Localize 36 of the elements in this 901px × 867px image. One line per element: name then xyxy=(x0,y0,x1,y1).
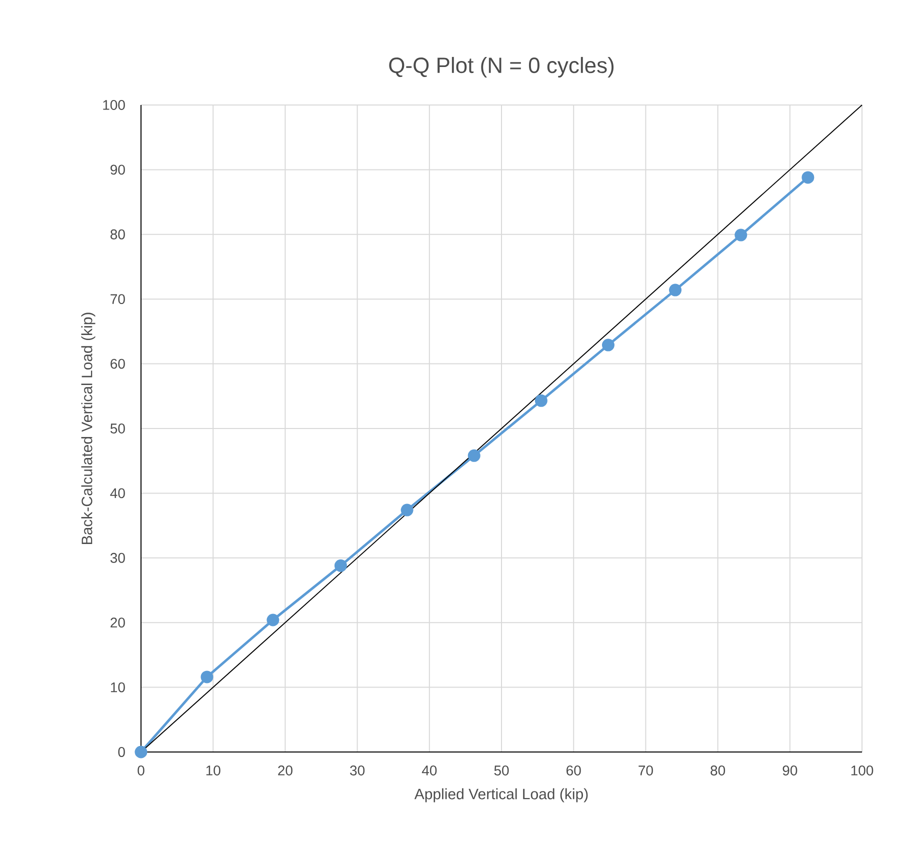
x-tick-label: 70 xyxy=(638,766,653,776)
x-tick-label: 40 xyxy=(422,766,437,776)
x-tick-label: 50 xyxy=(494,766,509,776)
point xyxy=(669,284,682,296)
point xyxy=(334,559,347,572)
x-tick-label: 20 xyxy=(278,766,292,776)
y-tick-label: 90 xyxy=(110,164,125,175)
x-tick-label: 10 xyxy=(206,766,220,776)
y-tick-label: 50 xyxy=(110,424,125,434)
chart-title: Q-Q Plot (N = 0 cycles) xyxy=(389,56,614,78)
point xyxy=(802,171,814,184)
x-axis-title: Applied Vertical Load (kip) xyxy=(414,788,588,802)
y-tick-label: 10 xyxy=(110,682,125,692)
y-tick-label: 100 xyxy=(103,100,125,110)
x-tick-label: 30 xyxy=(350,766,365,776)
x-tick-label: 80 xyxy=(710,766,726,776)
y-tick-label: 80 xyxy=(110,229,125,240)
point xyxy=(534,394,548,407)
point xyxy=(468,449,480,462)
point xyxy=(266,614,280,626)
point xyxy=(602,338,614,352)
y-tick-label: 20 xyxy=(110,618,125,628)
point xyxy=(400,504,414,516)
y-tick-label: 60 xyxy=(110,358,125,369)
point xyxy=(134,746,148,758)
x-tick-label: 0 xyxy=(138,766,144,776)
y-tick-label: 0 xyxy=(118,747,125,757)
y-axis-title: Back-Calculated Vertical Load (kip) xyxy=(81,312,96,544)
point xyxy=(200,670,214,684)
x-tick-label: 100 xyxy=(851,766,874,776)
x-tick-label: 60 xyxy=(566,766,581,776)
y-tick-label: 30 xyxy=(110,552,125,563)
y-tick-label: 70 xyxy=(110,294,125,304)
point xyxy=(734,228,748,242)
y-tick-label: 40 xyxy=(110,488,125,498)
x-tick-label: 90 xyxy=(782,766,798,776)
